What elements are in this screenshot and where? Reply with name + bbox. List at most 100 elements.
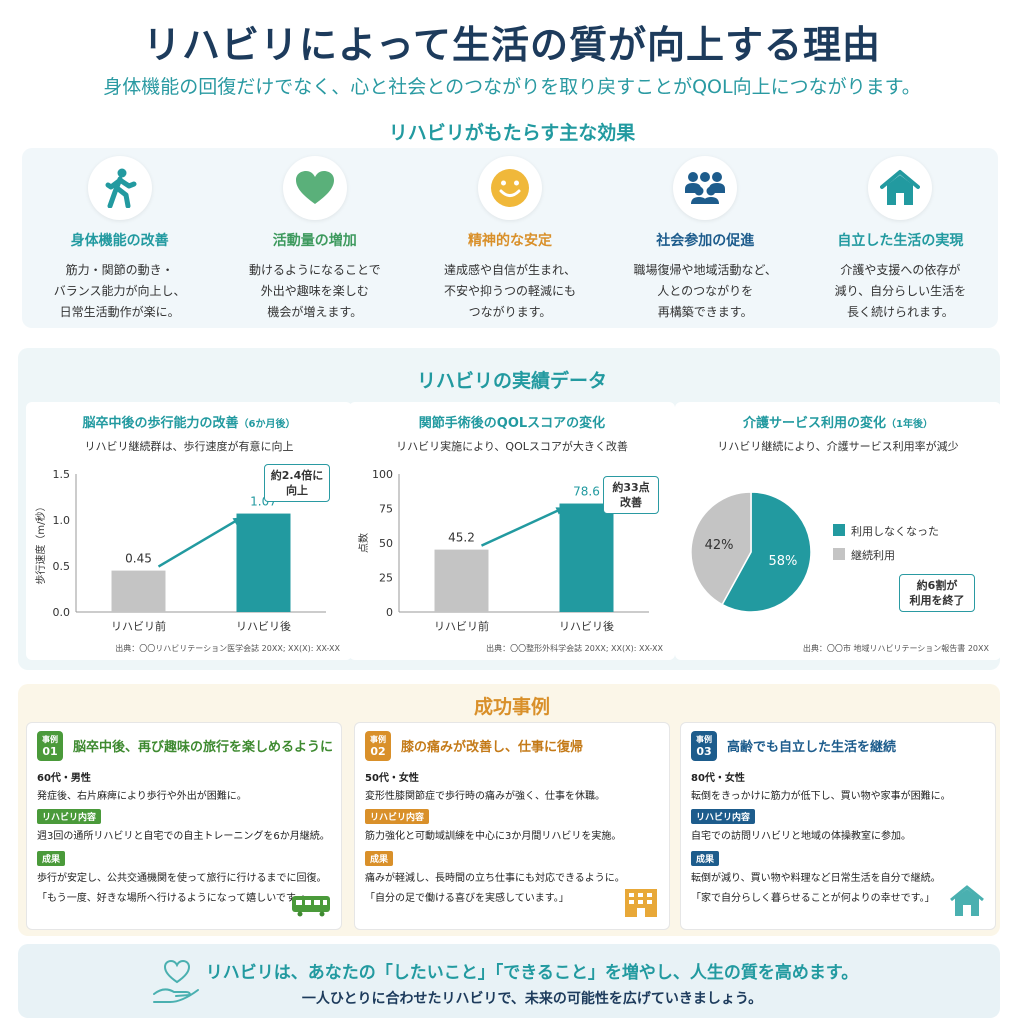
footer-main-message: リハビリは、あなたの「したいこと」「できること」を増やし、人生の質を高めます。 — [205, 963, 859, 983]
chart-title-note: （1年後） — [886, 419, 933, 430]
trend-arrow-line — [480, 506, 566, 547]
chart-callout: 約33点 改善 — [603, 476, 659, 514]
effect-item-physical: 身体機能の改善 筋力・関節の動き・ バランス能力が向上し、 日常生活動作が楽に。 — [22, 148, 217, 328]
case-background: 転倒をきっかけに筋力が低下し、買い物や家事が困難に。 — [691, 791, 951, 802]
heart-icon — [282, 156, 347, 220]
case-profile: 80代・女性 — [691, 773, 745, 784]
effect-desc: 動けるようになることで 外出や趣味を楽しむ 機会が増えます。 — [248, 263, 381, 319]
y-axis-label: 点数 — [357, 533, 370, 553]
case-badge-prefix: 事例 — [370, 735, 386, 744]
x-tick-label: リハビリ前 — [111, 619, 166, 633]
case-badge: 事例 01 — [37, 731, 63, 761]
data-heading: リハビリの実績データ — [416, 370, 607, 392]
heart-hand-icon — [150, 956, 204, 1010]
case-result: 痛みが軽減し、長時間の立ち仕事にも対応できるように。 — [365, 873, 625, 884]
chart-callout: 約2.4倍に 向上 — [264, 464, 330, 502]
case-content-label: リハビリ内容 — [691, 809, 756, 824]
case-card-03: 事例 03 高齢でも自立した生活を継続 80代・女性 転倒をきっかけに筋力が低下し… — [680, 722, 996, 930]
legend-swatch — [833, 524, 845, 536]
case-badge-number: 02 — [370, 745, 386, 758]
case-result-label: 成果 — [37, 851, 66, 866]
case-title: 脳卒中後、再び趣味の旅行を楽しめるように — [73, 740, 334, 755]
care-service-chart-panel: 介護サービス利用の変化（1年後） リハビリ継続により、介護サービス利用率が減少 … — [675, 402, 1001, 660]
effect-item-social: 社会参加の促進 職場復帰や地域活動など、 人とのつながりを 再構築できます。 — [608, 148, 803, 328]
y-tick-label: 25 — [379, 572, 393, 585]
chart-title: 介護サービス利用の変化（1年後） — [675, 412, 1001, 431]
y-tick-label: 50 — [379, 537, 393, 550]
effect-title: 活動量の増加 — [272, 233, 357, 249]
case-background: 発症後、右片麻痺により歩行や外出が困難に。 — [37, 791, 247, 802]
smile-icon — [478, 156, 542, 220]
case-result: 歩行が安定し、公共交通機関を使って旅行に行けるまでに回復。 — [37, 873, 327, 884]
case-quote: 「自分の足で働ける喜びを実感しています。」 — [365, 893, 569, 904]
effects-heading: リハビリがもたらす主な効果 — [388, 122, 636, 144]
case-content-label: リハビリ内容 — [37, 809, 102, 824]
chart-source: 出典：〇〇市 地域リハビリテーション報告書 20XX — [802, 644, 989, 653]
effect-desc: 職場復帰や地域活動など、 人とのつながりを 再構築できます。 — [633, 263, 777, 319]
train-icon — [291, 895, 331, 921]
footer-banner — [18, 944, 1000, 1018]
chart-title: 関節手術後のQOLスコアの変化 — [418, 416, 606, 431]
chart-source: 出典：〇〇リハビリテーション医学会誌 20XX; XX(X): XX-XX — [115, 644, 340, 653]
y-tick-label: 0.5 — [53, 560, 71, 573]
effects-panel: 身体機能の改善 筋力・関節の動き・ バランス能力が向上し、 日常生活動作が楽に。… — [22, 148, 998, 328]
case-result: 転倒が減り、買い物や料理など日常生活を自分で継続。 — [691, 873, 941, 884]
effect-desc: 達成感や自信が生まれ、 不安や抑うつの軽減にも つながります。 — [443, 263, 577, 319]
y-tick-label: 100 — [372, 468, 393, 481]
legend-swatch — [833, 548, 845, 560]
qol-score-chart: 0 25 50 75 100 点数 45.2 リハビリ前 78.6 リハビリ後 — [357, 468, 649, 633]
case-badge: 事例 03 — [691, 731, 717, 761]
house-icon — [868, 156, 933, 220]
success-heading: 成功事例 — [473, 696, 550, 718]
legend-label: 利用しなくなった — [851, 525, 939, 538]
bar — [236, 513, 291, 612]
case-content: 週3回の通所リハビリと自宅での自主トレーニングを6か月継続。 — [37, 831, 330, 842]
case-card-01: 事例 01 脳卒中後、再び趣味の旅行を楽しめるように 60代・男性 発症後、右片麻… — [26, 722, 342, 930]
effect-desc: 介護や支援への依存が 減り、自分らしい生活を 長く続けられます。 — [834, 263, 967, 319]
x-tick-label: リハビリ前 — [434, 619, 489, 633]
case-quote: 「家で自分らしく暮らせることが何よりの幸せです。」 — [691, 893, 935, 904]
bar — [559, 503, 614, 612]
effect-item-activity: 活動量の増加 動けるようになることで 外出や趣味を楽しむ 機会が増えます。 — [217, 148, 412, 328]
trend-arrow-line — [157, 516, 243, 568]
case-result-label: 成果 — [365, 851, 394, 866]
effect-desc: 筋力・関節の動き・ バランス能力が向上し、 日常生活動作が楽に。 — [53, 263, 186, 319]
effect-title: 精神的な安定 — [468, 233, 552, 249]
trend-arrow-head — [555, 507, 565, 515]
case-badge: 事例 02 — [365, 731, 391, 761]
y-tick-label: 0 — [386, 606, 393, 619]
case-card-02: 事例 02 膝の痛みが改善し、仕事に復帰 50代・女性 変形性膝関節症で歩行時の痛… — [354, 722, 670, 930]
effect-title: 身体機能の改善 — [70, 233, 169, 249]
people-icon — [673, 156, 738, 220]
x-tick-label: リハビリ後 — [236, 619, 291, 633]
case-badge-number: 03 — [696, 745, 712, 758]
x-tick-label: リハビリ後 — [559, 619, 614, 633]
y-tick-label: 0.0 — [53, 606, 71, 619]
y-tick-label: 75 — [379, 503, 393, 516]
effect-title: 自立した生活の実現 — [837, 233, 964, 249]
data-label: 78.6 — [573, 485, 600, 499]
bar — [434, 549, 489, 612]
case-result-label: 成果 — [691, 851, 720, 866]
chart-source: 出典：〇〇整形外科学会誌 20XX; XX(X): XX-XX — [486, 644, 663, 653]
chart-subtitle: リハビリ実施により、QOLスコアが大きく改善 — [396, 440, 628, 453]
legend-label: 継続利用 — [851, 548, 895, 562]
footer-sub-message: 一人ひとりに合わせたリハビリで、未来の可能性を広げていきましょう。 — [301, 991, 763, 1007]
case-content: 筋力強化と可動域訓練を中心に3か月間リハビリを実施。 — [365, 831, 622, 842]
case-badge-prefix: 事例 — [696, 735, 712, 744]
page-subtitle: 身体機能の回復だけでなく、心と社会とのつながりを取り戻すことがQOL向上につなが… — [103, 76, 921, 98]
effect-item-independence: 自立した生活の実現 介護や支援への依存が 減り、自分らしい生活を 長く続けられま… — [803, 148, 998, 328]
data-label: 0.45 — [125, 552, 152, 566]
case-content-label: リハビリ内容 — [365, 809, 430, 824]
chart-title: 脳卒中後の歩行能力の改善（6か月後） — [26, 412, 352, 431]
building-icon — [623, 885, 659, 921]
trend-arrow-head — [232, 517, 242, 526]
case-badge-prefix: 事例 — [42, 735, 58, 744]
y-tick-label: 1.5 — [53, 468, 71, 481]
bar — [111, 570, 166, 612]
qol-score-chart-panel: 関節手術後のQOLスコアの変化 リハビリ実施により、QOLスコアが大きく改善 0… — [349, 402, 675, 660]
chart-title-note: （6か月後） — [238, 419, 296, 430]
y-axis-label: 歩行速度（m/秒） — [34, 501, 47, 584]
walking-speed-chart-panel: 脳卒中後の歩行能力の改善（6か月後） リハビリ継続群は、歩行速度が有意に向上 0… — [26, 402, 352, 660]
